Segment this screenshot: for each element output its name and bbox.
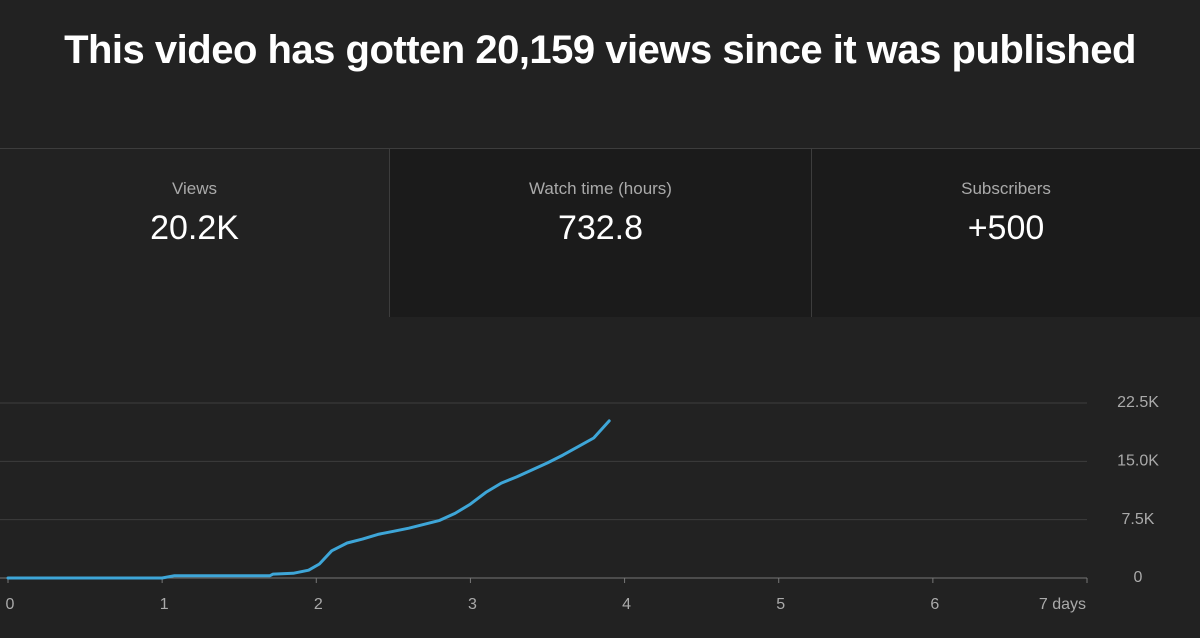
stat-label: Subscribers <box>961 179 1051 198</box>
stat-value: 20.2K <box>150 209 239 247</box>
x-tick-label: 6 <box>930 596 939 613</box>
x-tick-label: 3 <box>468 596 477 613</box>
stat-card[interactable]: Subscribers +500 <box>812 149 1200 317</box>
stat-card[interactable]: Watch time (hours) 732.8 <box>390 149 812 317</box>
y-tick-label: 22.5K <box>1117 394 1159 411</box>
stat-value: 732.8 <box>557 209 644 247</box>
stat-label: Views <box>171 179 218 198</box>
stats-row: Views 20.2K Watch time (hours) 732.8 Sub… <box>0 148 1200 317</box>
x-tick-label: 0 <box>6 596 15 613</box>
chart: 0 7.5K 15.0K 22.5K 0 1 2 3 4 5 6 7 days <box>0 394 1159 613</box>
stat-label: Watch time (hours) <box>529 179 672 198</box>
y-tick-label: 7.5K <box>1122 511 1155 528</box>
x-tick-label: 7 days <box>1039 596 1086 613</box>
x-tick-label: 5 <box>776 596 785 613</box>
y-tick-label: 15.0K <box>1117 453 1159 470</box>
stat-value: +500 <box>967 209 1045 247</box>
stat-card[interactable]: Views 20.2K <box>0 149 390 317</box>
x-tick-label: 1 <box>160 596 169 613</box>
views-line <box>6 419 611 580</box>
x-tick-label: 4 <box>622 596 631 613</box>
x-tick-label: 2 <box>314 596 323 613</box>
y-tick-label: 0 <box>1134 569 1143 586</box>
page-title: This video has gotten 20,159 views since… <box>64 28 1136 72</box>
